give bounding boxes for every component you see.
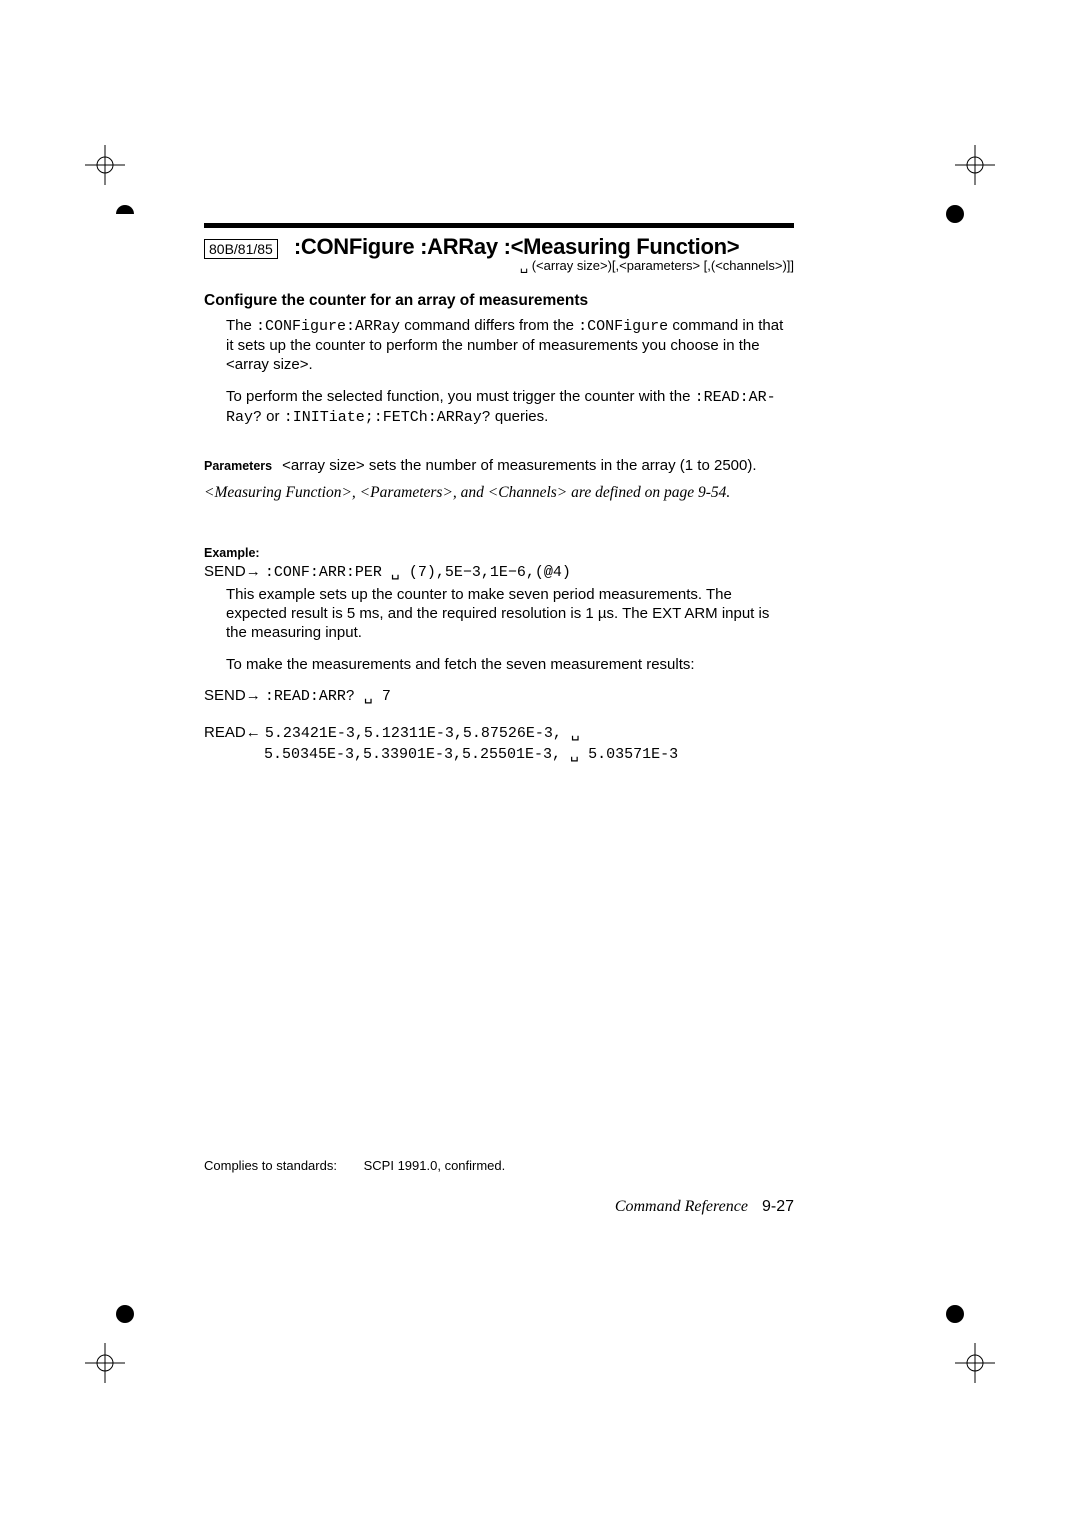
registration-dot-icon <box>116 205 134 223</box>
standards-label: Complies to standards: <box>204 1158 360 1173</box>
crop-mark-icon <box>955 1343 995 1383</box>
registration-dot-icon <box>946 1305 964 1323</box>
body-paragraph: The :CONFigure:ARRay command differs fro… <box>226 316 794 375</box>
parameters-text: <array size> sets the number of measurem… <box>282 457 756 474</box>
read-line: READ← 5.23421E-3,5.12311E-3,5.87526E-3, … <box>204 723 794 742</box>
code-inline: 5.23421E-3,5.12311E-3,5.87526E-3, ␣ <box>265 725 580 742</box>
code-inline: :READ:ARR? ␣ 7 <box>265 688 391 705</box>
body-paragraph: To perform the selected function, you mu… <box>226 387 794 427</box>
read-line-continuation: 5.50345E-3,5.33901E-3,5.25501E-3, ␣ 5.03… <box>264 744 794 763</box>
send-prefix: SEND <box>204 563 246 580</box>
code-inline: :CONFigure <box>578 318 668 335</box>
code-inline: :INITiate;:FETCh:ARRay? <box>284 409 491 426</box>
code-inline: :CONFigure:ARRay <box>256 318 400 335</box>
send-prefix: SEND <box>204 687 246 704</box>
command-title-row: 80B/81/85 :CONFigure :ARRay :<Measuring … <box>204 234 794 260</box>
top-rule <box>204 223 794 228</box>
send-line: SEND→ :CONF:ARR:PER ␣ (7),5E−3,1E−6,(@4) <box>204 562 794 581</box>
text: queries. <box>491 408 549 425</box>
crop-mark-icon <box>955 145 995 185</box>
standards-footer: Complies to standards: SCPI 1991.0, conf… <box>204 1158 505 1173</box>
registration-dot-icon <box>116 1305 134 1323</box>
section-heading: Configure the counter for an array of me… <box>204 292 794 310</box>
footer-section-title: Command Reference <box>615 1198 748 1215</box>
standards-value: SCPI 1991.0, confirmed. <box>364 1158 506 1173</box>
text: command differs from the <box>400 317 578 334</box>
send-line: SEND→ :READ:ARR? ␣ 7 <box>204 686 794 705</box>
example-paragraph: To make the measurements and fetch the s… <box>226 655 794 674</box>
arrow-right-icon: → <box>246 563 265 580</box>
text: To perform the selected function, you mu… <box>226 388 695 405</box>
example-label: Example: <box>204 546 794 560</box>
command-title: :CONFigure :ARRay :<Measuring Function> <box>294 234 739 260</box>
page-content: 80B/81/85 :CONFigure :ARRay :<Measuring … <box>204 223 794 763</box>
italic-cross-reference: <Measuring Function>, <Parameters>, and … <box>204 484 794 502</box>
model-badge: 80B/81/85 <box>204 239 278 259</box>
page-footer: Command Reference 9-27 <box>615 1198 794 1216</box>
arrow-right-icon: → <box>246 687 265 704</box>
code-inline: :CONF:ARR:PER ␣ (7),5E−3,1E−6,(@4) <box>265 564 571 581</box>
parameters-line: Parameters <array size> sets the number o… <box>204 457 794 474</box>
page-number: 9-27 <box>762 1198 794 1215</box>
crop-mark-icon <box>85 1343 125 1383</box>
registration-dot-icon <box>946 205 964 223</box>
crop-mark-icon <box>85 145 125 185</box>
read-prefix: READ <box>204 724 246 741</box>
text: or <box>262 408 284 425</box>
parameters-label: Parameters <box>204 459 272 473</box>
example-paragraph: This example sets up the counter to make… <box>226 585 794 643</box>
text: The <box>226 317 256 334</box>
command-syntax: ␣ (<array size>)[,<parameters> [,(<chann… <box>204 258 794 274</box>
arrow-left-icon: ← <box>246 724 265 741</box>
